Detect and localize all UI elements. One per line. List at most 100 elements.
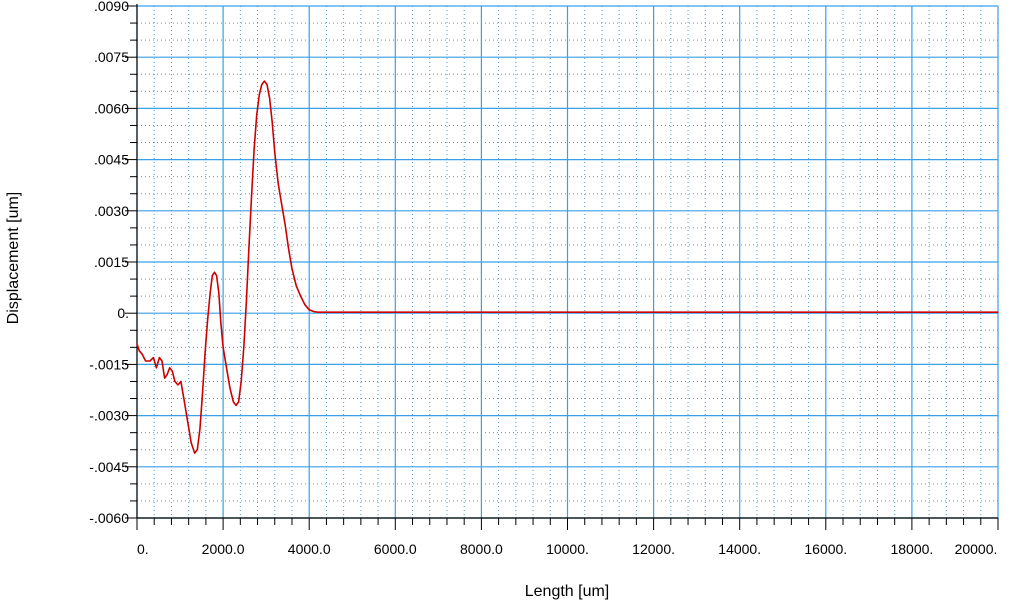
data-point: [312, 310, 315, 313]
data-point: [196, 449, 198, 451]
axis-ticks: [125, 4, 999, 530]
series-layer: [136, 80, 999, 454]
data-point: [295, 285, 297, 287]
data-point: [330, 311, 332, 313]
data-point: [248, 247, 250, 249]
data-point: [161, 360, 163, 362]
data-point: [299, 295, 302, 297]
x-tick-label: 6000.0: [374, 541, 417, 557]
data-point: [997, 311, 999, 313]
data-point: [190, 442, 192, 444]
data-point: [213, 271, 216, 273]
data-point: [232, 401, 235, 403]
data-point: [253, 148, 255, 150]
data-point: [284, 223, 286, 226]
data-point: [263, 80, 266, 82]
data-point: [177, 384, 179, 386]
data-point: [158, 356, 160, 359]
data-point: [229, 387, 231, 389]
data-point: [138, 350, 140, 352]
data-point: [145, 360, 147, 362]
x-tick-label: 4000.0: [288, 541, 331, 557]
data-point: [268, 97, 271, 99]
y-tick-label: -.0015: [89, 356, 129, 372]
data-point: [308, 309, 310, 311]
x-tick-label: 14000.: [718, 541, 761, 557]
data-point: [274, 152, 276, 154]
x-tick-label: 10000.: [546, 541, 589, 557]
data-point: [825, 311, 827, 313]
x-tick-label: 18000.: [890, 541, 933, 557]
data-point: [218, 292, 220, 294]
data-point: [136, 343, 138, 345]
data-point: [237, 401, 240, 403]
data-point: [169, 367, 171, 369]
y-tick-label: -.0030: [89, 408, 129, 424]
data-point: [180, 380, 182, 383]
data-point: [141, 353, 143, 355]
x-tick-label: 0.: [137, 541, 149, 557]
data-point: [271, 121, 273, 123]
y-tick-label: -.0045: [89, 459, 129, 475]
data-point: [261, 83, 263, 86]
x-tick-label: 12000.: [632, 541, 675, 557]
data-point: [245, 302, 247, 304]
x-tick-label: 16000.: [804, 541, 847, 557]
data-point: [321, 311, 323, 313]
data-point: [240, 380, 242, 383]
data-point: [739, 311, 741, 313]
data-point: [187, 421, 189, 424]
x-tick-label: 20000.: [955, 541, 998, 557]
data-point: [163, 377, 166, 379]
data-point: [258, 94, 260, 96]
data-point: [222, 346, 224, 348]
data-point: [480, 311, 482, 313]
data-point: [277, 182, 279, 185]
y-tick-label: .0090: [94, 0, 129, 14]
data-point: [174, 380, 176, 383]
data-point: [394, 311, 396, 313]
data-point: [291, 268, 293, 270]
data-point: [199, 428, 201, 430]
y-tick-label: -.0060: [89, 510, 129, 526]
data-point: [256, 114, 258, 116]
data-point: [211, 275, 213, 277]
data-point: [304, 304, 306, 306]
y-tick-label: 0.: [117, 305, 129, 321]
data-point: [183, 401, 185, 403]
data-point: [166, 374, 168, 376]
data-point: [250, 196, 253, 198]
data-point: [194, 452, 196, 454]
data-point: [204, 353, 206, 355]
data-point: [207, 319, 209, 321]
data-point: [152, 356, 154, 359]
data-point: [216, 275, 218, 277]
x-axis-label: Length [um]: [525, 583, 610, 600]
data-point: [243, 346, 245, 348]
x-tick-label: 8000.0: [460, 541, 503, 557]
y-tick-label: .0045: [94, 152, 129, 168]
data-point: [351, 311, 353, 313]
data-point: [225, 367, 228, 369]
y-tick-label: .0015: [94, 254, 129, 270]
tick-labels: .0090 .0075 .0060 .0045 .0030 .0015 0. -.0015 -.…: [89, 0, 997, 557]
data-point: [155, 367, 157, 369]
data-point: [209, 292, 211, 294]
data-point: [266, 83, 268, 86]
data-point: [201, 394, 204, 396]
data-point: [911, 311, 913, 313]
data-point: [220, 322, 222, 325]
data-point: [281, 203, 283, 205]
data-point: [149, 360, 151, 362]
y-tick-label: .0060: [94, 100, 129, 116]
y-tick-label: .0075: [94, 49, 129, 65]
data-point: [653, 311, 655, 313]
data-point: [235, 404, 237, 406]
y-axis-label: Displacement [um]: [5, 192, 22, 325]
x-tick-label: 2000.0: [202, 541, 245, 557]
data-point: [171, 370, 173, 372]
data-point: [287, 247, 290, 249]
data-point: [566, 311, 569, 313]
data-point: [317, 311, 319, 313]
